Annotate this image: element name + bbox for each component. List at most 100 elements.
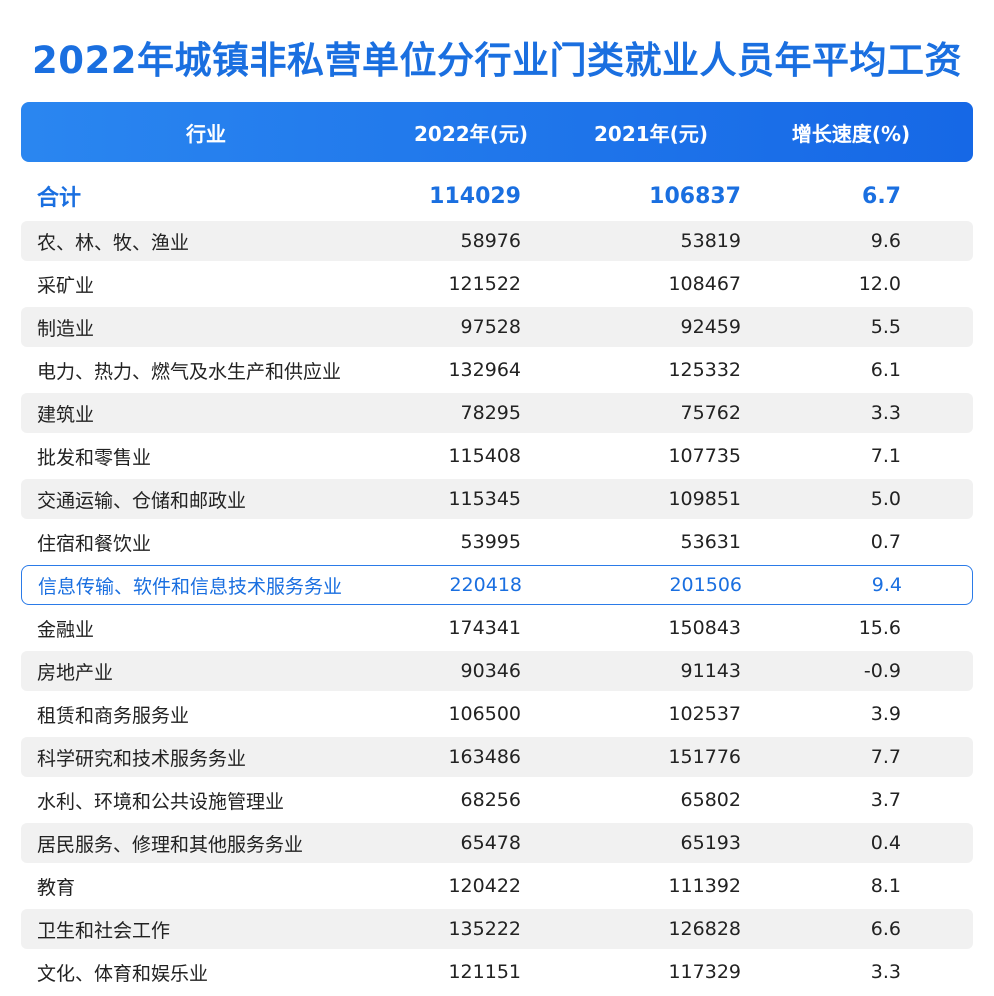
- table-row: 金融业 174341 150843 15.6: [21, 608, 973, 648]
- industry-cell: 建筑业: [37, 403, 95, 426]
- table-row: 住宿和餐饮业 53995 53631 0.7: [21, 522, 973, 562]
- industry-cell: 科学研究和技术服务务业: [37, 747, 247, 770]
- growth-cell: 9.6: [870, 230, 901, 252]
- industry-cell: 文化、体育和娱乐业: [37, 962, 209, 985]
- industry-cell: 农、林、牧、渔业: [37, 231, 190, 254]
- growth-cell: 15.6: [858, 617, 901, 639]
- total-2021: 106837: [649, 183, 741, 209]
- value-2022-cell: 120422: [448, 875, 521, 897]
- value-2021-cell: 117329: [668, 961, 741, 983]
- value-2022-cell: 106500: [448, 703, 521, 725]
- value-2022-cell: 135222: [448, 918, 521, 940]
- table-row: 科学研究和技术服务务业 163486 151776 7.7: [21, 737, 973, 777]
- page-title: 2022年城镇非私营单位分行业门类就业人员年平均工资: [32, 39, 962, 82]
- value-2022-cell: 115345: [448, 488, 521, 510]
- value-2022-cell: 58976: [460, 230, 521, 252]
- value-2021-cell: 109851: [668, 488, 741, 510]
- value-2021-cell: 75762: [680, 402, 741, 424]
- table-row: 卫生和社会工作 135222 126828 6.6: [21, 909, 973, 949]
- industry-cell: 租赁和商务服务业: [37, 704, 190, 727]
- industry-cell: 卫生和社会工作: [37, 919, 171, 942]
- growth-cell: 0.4: [870, 832, 901, 854]
- value-2022-cell: 90346: [460, 660, 521, 682]
- value-2021-cell: 91143: [680, 660, 741, 682]
- growth-cell: 3.9: [870, 703, 901, 725]
- header-2021: 2021年(元): [594, 121, 708, 146]
- value-2022-cell: 97528: [460, 316, 521, 338]
- table-row: 批发和零售业 115408 107735 7.1: [21, 436, 973, 476]
- table-row: 文化、体育和娱乐业 121151 117329 3.3: [21, 952, 973, 992]
- value-2022-cell: 132964: [448, 359, 521, 381]
- table-row-highlighted: 信息传输、软件和信息技术服务务业 220418 201506 9.4: [21, 565, 973, 605]
- value-2021-cell: 150843: [668, 617, 741, 639]
- table-row: 采矿业 121522 108467 12.0: [21, 264, 973, 304]
- growth-cell: 3.3: [870, 402, 901, 424]
- value-2022-cell: 68256: [460, 789, 521, 811]
- growth-cell: 7.1: [870, 445, 901, 467]
- value-2021-cell: 65802: [680, 789, 741, 811]
- value-2021-cell: 65193: [680, 832, 741, 854]
- total-label: 合计: [37, 186, 82, 211]
- value-2022-cell: 163486: [448, 746, 521, 768]
- value-2021-cell: 111392: [668, 875, 741, 897]
- total-2022: 114029: [429, 183, 521, 209]
- value-2021-cell: 126828: [668, 918, 741, 940]
- industry-cell: 电力、热力、燃气及水生产和供应业: [37, 360, 342, 383]
- industry-cell: 信息传输、软件和信息技术服务务业: [38, 575, 343, 598]
- header-industry: 行业: [186, 121, 226, 146]
- table-row: 制造业 97528 92459 5.5: [21, 307, 973, 347]
- industry-cell: 住宿和餐饮业: [37, 532, 152, 555]
- total-row: 合计 114029 106837 6.7: [21, 174, 973, 218]
- value-2022-cell: 115408: [448, 445, 521, 467]
- table-row: 租赁和商务服务业 106500 102537 3.9: [21, 694, 973, 734]
- table-header: 行业 2022年(元) 2021年(元) 增长速度(%): [21, 102, 973, 162]
- growth-cell: 9.4: [871, 574, 902, 596]
- growth-cell: -0.9: [863, 660, 901, 682]
- industry-cell: 采矿业: [37, 274, 95, 297]
- value-2021-cell: 108467: [668, 273, 741, 295]
- growth-cell: 5.0: [870, 488, 901, 510]
- table-row: 房地产业 90346 91143 -0.9: [21, 651, 973, 691]
- growth-cell: 5.5: [870, 316, 901, 338]
- industry-cell: 制造业: [37, 317, 95, 340]
- growth-cell: 12.0: [858, 273, 901, 295]
- value-2021-cell: 53631: [680, 531, 741, 553]
- industry-cell: 交通运输、仓储和邮政业: [37, 489, 247, 512]
- table-row: 农、林、牧、渔业 58976 53819 9.6: [21, 221, 973, 261]
- value-2021-cell: 125332: [668, 359, 741, 381]
- value-2021-cell: 53819: [680, 230, 741, 252]
- growth-cell: 0.7: [870, 531, 901, 553]
- table-row: 居民服务、修理和其他服务务业 65478 65193 0.4: [21, 823, 973, 863]
- industry-cell: 批发和零售业: [37, 446, 152, 469]
- value-2022-cell: 174341: [448, 617, 521, 639]
- growth-cell: 8.1: [870, 875, 901, 897]
- industry-cell: 教育: [37, 876, 76, 899]
- table-row: 电力、热力、燃气及水生产和供应业 132964 125332 6.1: [21, 350, 973, 390]
- growth-cell: 3.3: [870, 961, 901, 983]
- wage-table: 行业 2022年(元) 2021年(元) 增长速度(%) 合计 114029 1…: [21, 102, 973, 992]
- value-2021-cell: 92459: [680, 316, 741, 338]
- value-2022-cell: 220418: [449, 574, 522, 596]
- value-2021-cell: 107735: [668, 445, 741, 467]
- header-growth: 增长速度(%): [791, 121, 911, 146]
- total-growth: 6.7: [862, 183, 901, 209]
- growth-cell: 6.6: [870, 918, 901, 940]
- growth-cell: 6.1: [870, 359, 901, 381]
- growth-cell: 3.7: [870, 789, 901, 811]
- industry-cell: 水利、环境和公共设施管理业: [37, 790, 285, 813]
- value-2022-cell: 53995: [460, 531, 521, 553]
- value-2022-cell: 121151: [448, 961, 521, 983]
- table-row: 建筑业 78295 75762 3.3: [21, 393, 973, 433]
- table-body: 农、林、牧、渔业 58976 53819 9.6 采矿业 121522 108467 12.0…: [21, 221, 973, 992]
- value-2021-cell: 201506: [669, 574, 742, 596]
- value-2021-cell: 151776: [668, 746, 741, 768]
- value-2022-cell: 78295: [460, 402, 521, 424]
- table-row: 水利、环境和公共设施管理业 68256 65802 3.7: [21, 780, 973, 820]
- value-2021-cell: 102537: [668, 703, 741, 725]
- industry-cell: 金融业: [37, 618, 95, 641]
- table-row: 交通运输、仓储和邮政业 115345 109851 5.0: [21, 479, 973, 519]
- table-row: 教育 120422 111392 8.1: [21, 866, 973, 906]
- value-2022-cell: 121522: [448, 273, 521, 295]
- value-2022-cell: 65478: [460, 832, 521, 854]
- header-2022: 2022年(元): [414, 121, 528, 146]
